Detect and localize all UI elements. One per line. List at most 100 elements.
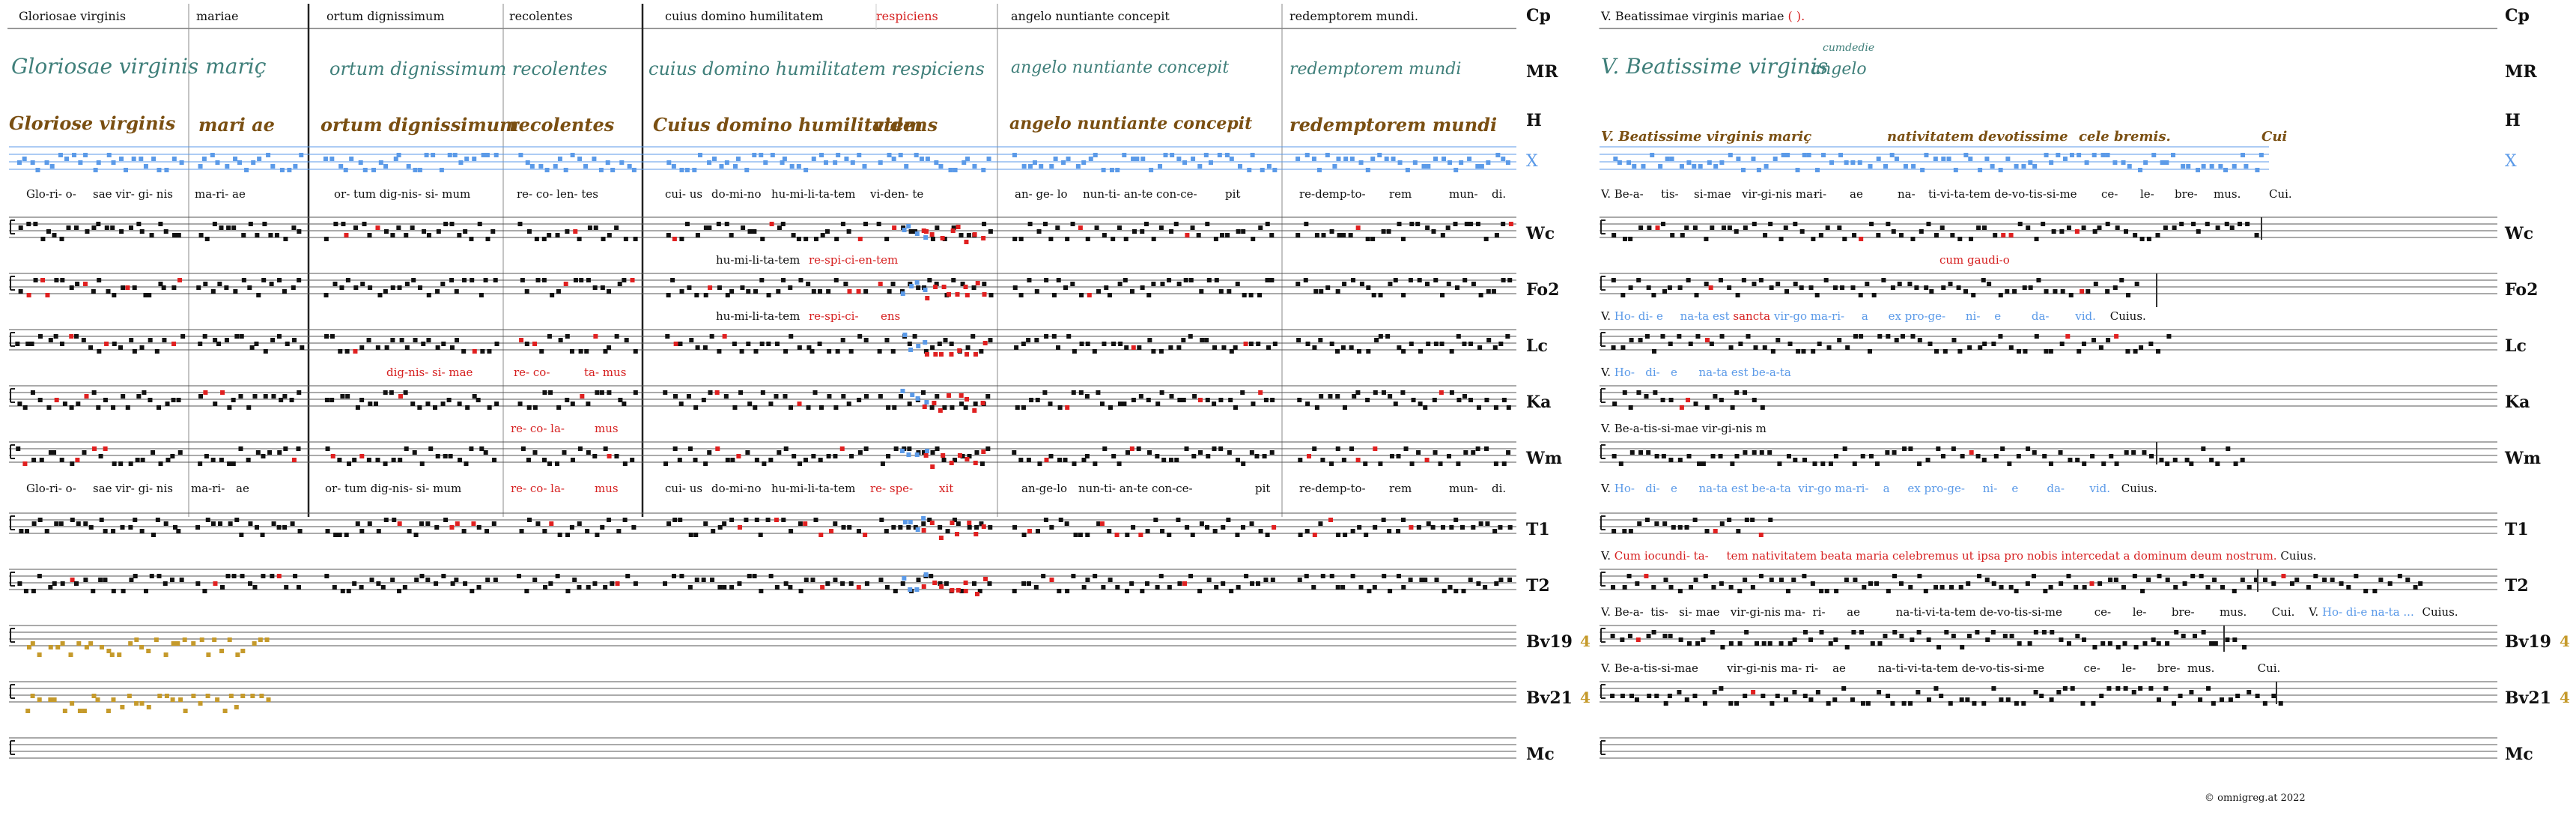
rfo2-b2: na-ta est [1680,309,1730,323]
lc-left-0-neume-7 [69,334,74,339]
r-fo2-neume-60 [2105,289,2110,294]
t1-left-6-neume-17 [1138,533,1143,537]
x-seg-6-neume-13 [1101,168,1106,172]
wm-left-0-neume-9 [82,450,87,455]
rt2-text: V. Be-a- tis- si- mae vir-gi-nis ma- ri-… [1601,605,2295,619]
wm-left-6-neume-1 [1018,458,1024,462]
lc-left-6-neume-16 [1131,345,1136,350]
t1-left-6-neume-20 [1160,529,1165,533]
t1-left-7-neume-13 [1396,529,1401,533]
r-t2-neume-35 [1898,581,1904,586]
t2-left-3-neume-11 [603,585,608,590]
bv21-gold-neume-19 [164,694,169,698]
t2-left-2-neume-12 [414,578,419,582]
t2-left-6-neume-23 [1182,581,1188,586]
t2-left-4-neume-8 [722,585,727,590]
r-t2-neume-50 [2025,581,2030,586]
r-lc-neume-0 [1611,345,1616,350]
t2-left-0-neume-9 [83,578,88,582]
lc-left-4-neume-19 [806,345,812,350]
fo2-left-1-neume-5 [233,289,238,294]
x-right-neume-48 [1963,153,1969,157]
fo2-left-2-neume-19 [461,278,467,282]
ka-left-6-neume-25 [1197,398,1203,402]
fo2-left-6-neume-27 [1214,278,1219,282]
t1-left-5-neume-1 [884,529,889,533]
fo2-left-4-neume-3 [687,285,692,290]
lc-left-7-neume-11 [1378,334,1383,339]
wm-syl-4: or- tum dig-nis- si- mum [325,482,462,495]
wc-left-6-neume-24 [1190,225,1195,230]
r-t2-neume-64 [2140,589,2145,593]
t1-left-0-neume-21 [172,525,177,530]
r-fo2-neume-44 [1971,293,1976,297]
t2-left-0-neume-14 [121,589,126,593]
wm-left-4-neume-10 [736,454,741,458]
wc-left-7-neume-28 [1508,222,1513,226]
wc-left-3-neume-0 [517,222,523,226]
ka-left-2-neume-12 [410,402,416,406]
x-right-neume-72 [2138,168,2143,172]
lc-left-7-neume-26 [1492,345,1498,350]
wc-left-3-neume-1 [526,229,532,234]
t2-left-2-neume-11 [402,585,407,590]
t1-left-0-neume-22 [176,529,181,533]
wm-left-2-neume-9 [391,458,396,462]
t1-resp-red-neume-2 [938,536,944,540]
x-seg-2-neume-20 [458,160,464,165]
r-wc-neume-8 [1680,233,1685,237]
r-wc-neume-27 [1837,225,1842,230]
lc-left-0-neume-14 [118,345,123,350]
lc-left-4-neume-10 [739,349,744,354]
x-seg-3-neume-14 [610,168,616,172]
t2-left-5-neume-1 [884,585,890,590]
ka-left-6-neume-8 [1071,390,1076,395]
x-right-neume-16 [1728,153,1733,157]
fo2-left-0-neume-20 [161,285,166,290]
r-lc-neume-40 [1942,349,1948,354]
wc-left-1-neume-6 [241,233,246,237]
wc-left-0-neume-9 [85,229,90,234]
r-fo2-neume-42 [1956,285,1961,290]
x-seg-7-neume-13 [1384,157,1389,161]
r-lc-neume-28 [1845,345,1850,350]
fo2-left-4-neume-20 [811,289,816,294]
t2-left-5-neume-13 [972,581,977,586]
t1-left-2-neume-5 [359,529,365,533]
lc-resp-blue-neume-2 [916,344,921,348]
ka-left-7-neume-26 [1493,405,1498,410]
r-wc-neume-49 [2017,222,2023,226]
r-wc-neume-26 [1825,225,1830,230]
wm-left-7-neume-3 [1320,458,1325,462]
lc-left-2-neume-0 [324,334,329,339]
r-t1-neume-7 [1671,525,1676,530]
wm-left-3-neume-13 [614,454,619,458]
ka-left-6-neume-23 [1181,398,1186,402]
r-fo2-neume-59 [2093,282,2098,286]
fo2-left-0-neume-4 [45,293,50,297]
wm-left-7-neume-23 [1471,450,1476,455]
lc-left-1-neume-6 [239,334,244,339]
r-t2-neume-33 [1886,589,1891,593]
wc-left-2-neume-17 [449,222,455,226]
bv21-gold-neume-21 [178,697,183,702]
x-right-neume-66 [2092,153,2097,157]
r-lc-neume-65 [2148,342,2154,346]
wc-left-4-neume-8 [724,222,729,226]
wm-left-3-neume-3 [542,458,547,462]
r-wc-neume-61 [2115,225,2120,230]
x-seg-5-neume-7 [925,157,930,161]
t2-left-0-neume-22 [179,578,184,582]
x-seg-4-neume-2 [679,168,684,172]
bv19-gold-neume-10 [99,645,104,649]
r-t2-neume-16 [1743,578,1748,582]
fo2-left-0-neume-13 [112,293,117,297]
r-fo2-neume-1 [1620,293,1626,297]
x-seg-0-neume-10 [83,153,88,157]
r-t2-neume-83 [2294,578,2300,582]
t1-left-6-neume-35 [1272,525,1277,530]
t1-left-1-neume-11 [276,525,282,530]
x-seg-0-neume-18 [139,157,144,161]
lc-resp-red-neume-1 [933,352,938,357]
t2-left-2-neume-7 [376,581,381,586]
